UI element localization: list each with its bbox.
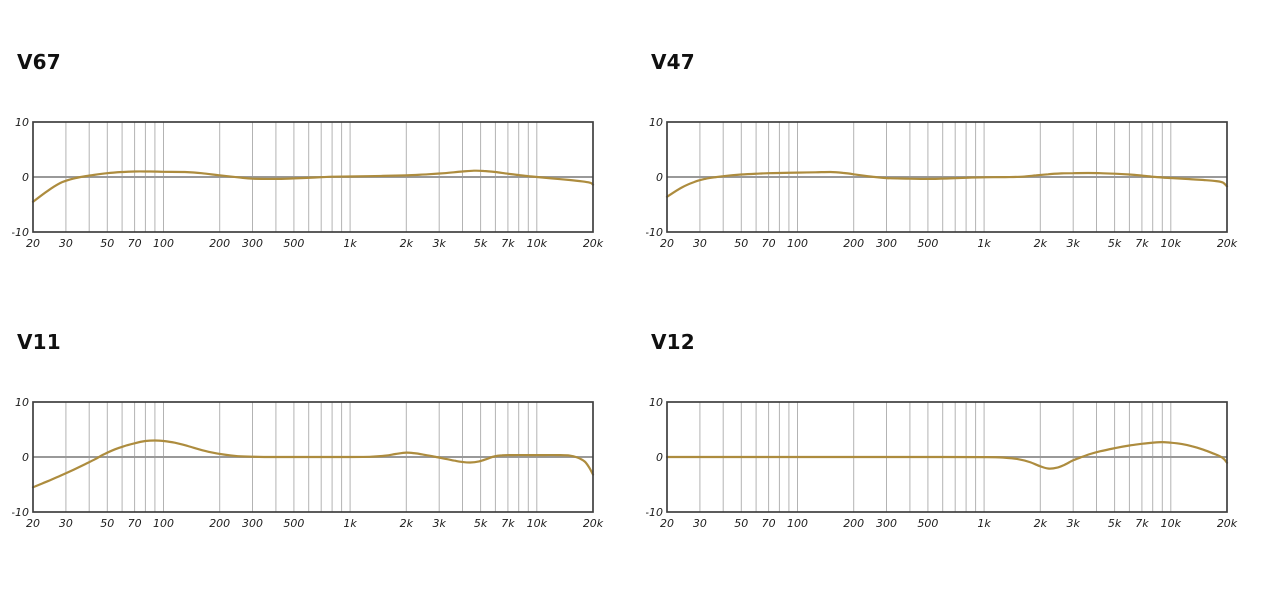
x-tick-label: 30 — [59, 517, 73, 530]
x-tick-label: 200 — [843, 517, 864, 530]
y-tick-label: 0 — [656, 171, 663, 184]
x-tick-label: 3k — [433, 517, 447, 530]
chart-title-v11: V11 — [17, 330, 61, 354]
x-tick-label: 7k — [501, 237, 515, 250]
chart-panel-v47: V47 20 30 50 70 100 200 300 500 1k 2k 3k 5k 7k 10k 20k… — [646, 45, 1262, 261]
response-curve — [31, 169, 595, 203]
x-tick-label: 50 — [100, 517, 114, 530]
chart-title-v47: V47 — [651, 50, 695, 74]
x-tick-label: 5k — [474, 237, 488, 250]
y-tick-label: 0 — [22, 451, 29, 464]
x-tick-label: 300 — [876, 517, 897, 530]
x-tick-label: 70 — [762, 237, 776, 250]
frequency-response-plot-v12: 20 30 50 70 100 200 300 500 1k 2k 3k 5k 7k 10k 20k100-… — [646, 396, 1238, 530]
x-tick-label: 2k — [1034, 237, 1048, 250]
x-tick-label: 100 — [787, 237, 808, 250]
x-tick-label: 3k — [1067, 517, 1081, 530]
x-tick-label: 20k — [583, 517, 604, 530]
chart-panel-v11: V11 20 30 50 70 100 200 300 500 1k 2k 3k 5k 7k 10k 20k… — [12, 325, 628, 541]
x-tick-label: 500 — [283, 237, 304, 250]
x-tick-label: 10k — [527, 517, 548, 530]
x-tick-label: 500 — [283, 517, 304, 530]
x-tick-label: 20 — [26, 517, 40, 530]
x-tick-label: 30 — [693, 237, 707, 250]
x-tick-label: 500 — [917, 237, 938, 250]
y-tick-label: -10 — [646, 226, 663, 239]
chart-title-v12: V12 — [651, 330, 695, 354]
x-tick-label: 5k — [1108, 517, 1122, 530]
x-tick-label: 7k — [1135, 237, 1149, 250]
x-tick-label: 1k — [343, 237, 357, 250]
plot-border — [666, 121, 1228, 233]
x-tick-label: 70 — [128, 517, 142, 530]
y-tick-label: 0 — [656, 451, 663, 464]
x-tick-label: 50 — [734, 237, 748, 250]
x-tick-label: 1k — [977, 237, 991, 250]
x-tick-label: 70 — [762, 517, 776, 530]
y-tick-label: 10 — [15, 396, 29, 409]
x-tick-label: 30 — [59, 237, 73, 250]
x-tick-label: 100 — [153, 237, 174, 250]
x-tick-label: 20k — [1217, 237, 1238, 250]
x-tick-label: 1k — [977, 517, 991, 530]
response-curve — [31, 439, 595, 489]
x-tick-label: 2k — [400, 517, 414, 530]
x-tick-label: 10k — [1161, 517, 1182, 530]
y-tick-label: -10 — [646, 506, 663, 519]
x-tick-label: 3k — [1067, 237, 1081, 250]
x-tick-label: 20 — [660, 517, 674, 530]
x-tick-label: 200 — [843, 237, 864, 250]
x-tick-label: 2k — [1034, 517, 1048, 530]
frequency-response-plot-v47: 20 30 50 70 100 200 300 500 1k 2k 3k 5k 7k 10k 20k100-… — [646, 116, 1238, 250]
x-tick-label: 300 — [242, 237, 263, 250]
response-curve — [665, 170, 1229, 198]
x-tick-label: 200 — [209, 237, 230, 250]
x-tick-label: 300 — [876, 237, 897, 250]
y-tick-label: 10 — [649, 116, 663, 129]
x-tick-label: 300 — [242, 517, 263, 530]
x-tick-label: 30 — [693, 517, 707, 530]
x-tick-label: 5k — [474, 517, 488, 530]
x-tick-label: 10k — [1161, 237, 1182, 250]
x-tick-label: 10k — [527, 237, 548, 250]
x-tick-label: 3k — [433, 237, 447, 250]
x-tick-label: 7k — [1135, 517, 1149, 530]
x-tick-label: 20 — [660, 237, 674, 250]
y-tick-label: -10 — [12, 506, 29, 519]
x-tick-label: 50 — [100, 237, 114, 250]
plot-border — [32, 401, 594, 513]
x-tick-label: 20k — [583, 237, 604, 250]
x-tick-label: 2k — [400, 237, 414, 250]
x-tick-label: 50 — [734, 517, 748, 530]
x-tick-label: 1k — [343, 517, 357, 530]
y-tick-label: 10 — [649, 396, 663, 409]
y-tick-label: 10 — [15, 116, 29, 129]
x-tick-label: 7k — [501, 517, 515, 530]
y-tick-label: 0 — [22, 171, 29, 184]
x-tick-label: 500 — [917, 517, 938, 530]
chart-title-v67: V67 — [17, 50, 61, 74]
x-tick-label: 20 — [26, 237, 40, 250]
y-tick-label: -10 — [12, 226, 29, 239]
response-curve — [665, 441, 1229, 470]
chart-panel-v12: V12 20 30 50 70 100 200 300 500 1k 2k 3k 5k 7k 10k 20k… — [646, 325, 1262, 541]
x-tick-label: 20k — [1217, 517, 1238, 530]
x-tick-label: 5k — [1108, 237, 1122, 250]
chart-panel-v67: V67 20 30 50 70 100 200 300 500 1k 2k 3k 5k 7k 10k 20k… — [12, 45, 628, 261]
frequency-response-plot-v67: 20 30 50 70 100 200 300 500 1k 2k 3k 5k 7k 10k 20k100-… — [12, 116, 604, 250]
x-tick-label: 70 — [128, 237, 142, 250]
plot-border — [666, 401, 1228, 513]
frequency-response-plot-v11: 20 30 50 70 100 200 300 500 1k 2k 3k 5k 7k 10k 20k100-… — [12, 396, 604, 530]
x-tick-label: 100 — [787, 517, 808, 530]
plot-border — [32, 121, 594, 233]
x-tick-label: 100 — [153, 517, 174, 530]
x-tick-label: 200 — [209, 517, 230, 530]
